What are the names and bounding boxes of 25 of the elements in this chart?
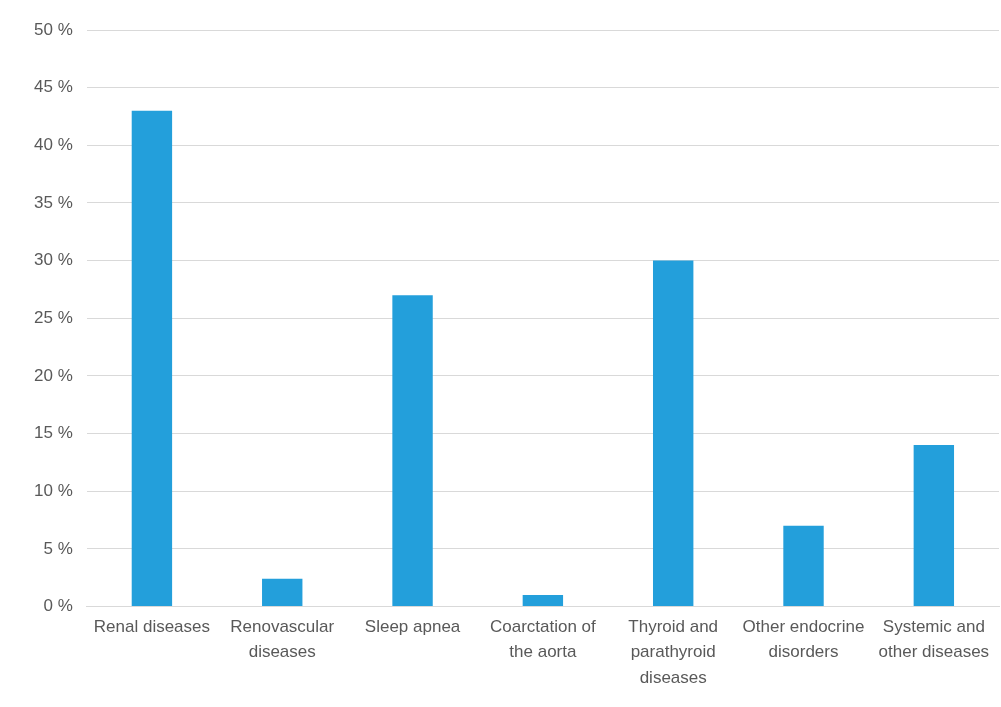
bar	[913, 445, 955, 606]
bar	[783, 525, 824, 606]
bar	[392, 295, 433, 606]
bar	[653, 260, 694, 606]
x-tick-label: Thyroid and parathyroid diseases	[628, 616, 719, 687]
x-tick-label: Renovascular diseases	[230, 616, 335, 662]
y-tick-label: 45 %	[34, 77, 73, 97]
y-tick-label: 35 %	[34, 192, 73, 212]
bar	[262, 578, 303, 606]
y-tick-label: 25 %	[34, 307, 73, 327]
y-tick-label: 15 %	[34, 423, 73, 443]
bar	[522, 594, 564, 606]
y-tick-label: 0 %	[43, 596, 73, 616]
y-tick-label: 20 %	[34, 365, 73, 385]
bar	[131, 110, 173, 606]
y-tick-label: 50 %	[34, 19, 73, 39]
x-tick-label: Sleep apnea	[364, 616, 461, 636]
x-tick-label: Coarctation of the aorta	[489, 616, 597, 662]
x-tick-label: Systemic and other diseases	[878, 616, 990, 662]
y-tick-label: 5 %	[43, 538, 73, 558]
y-tick-label: 30 %	[34, 250, 73, 270]
y-tick-label: 40 %	[34, 134, 73, 154]
y-tick-label: 10 %	[34, 480, 73, 500]
x-tick-label: Other endocrine disorders	[742, 616, 865, 662]
x-tick-label: Renal diseases	[93, 616, 211, 636]
